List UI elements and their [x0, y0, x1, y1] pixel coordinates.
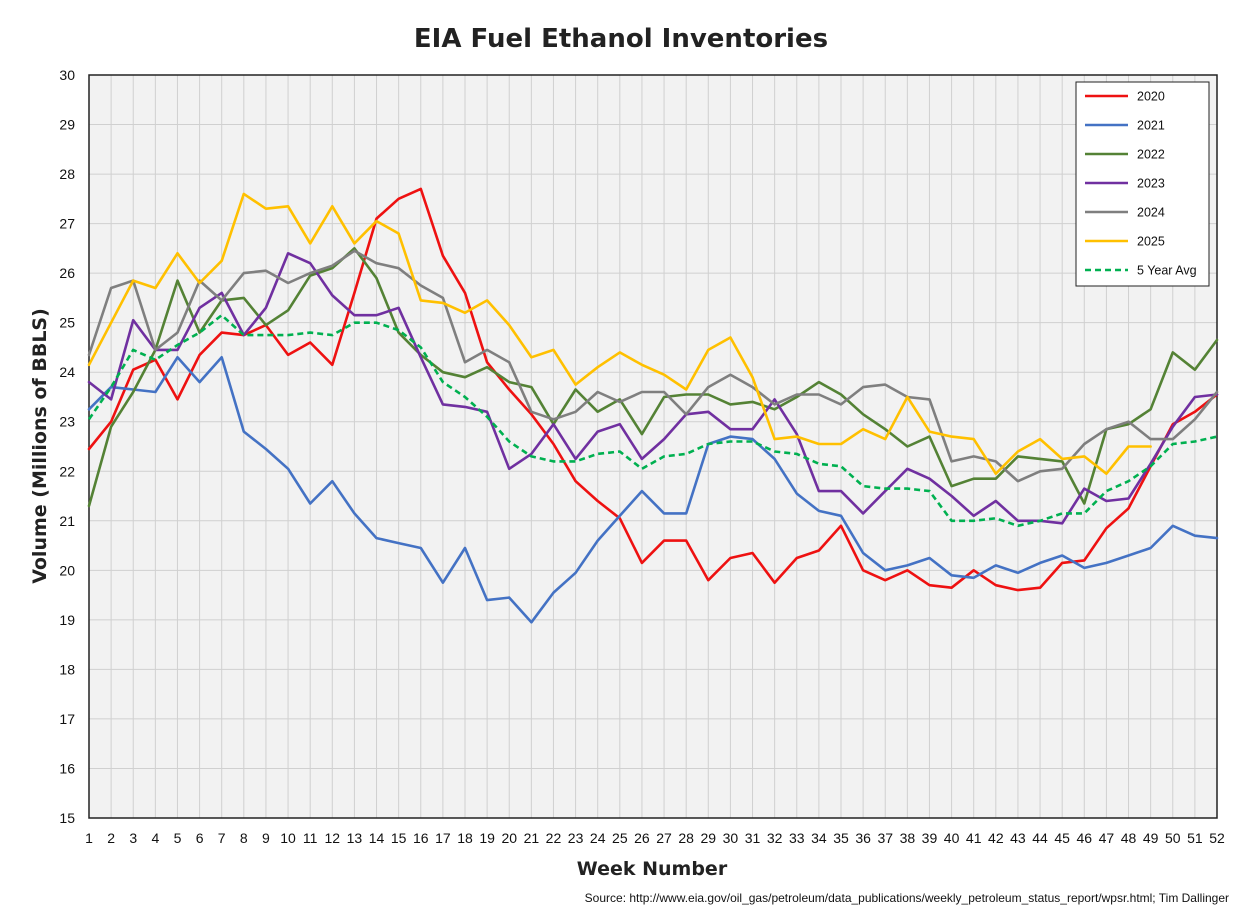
chart-title: EIA Fuel Ethanol Inventories	[414, 24, 828, 54]
x-tick-label: 11	[303, 830, 318, 846]
x-tick-label: 18	[457, 830, 473, 846]
y-tick-label: 28	[59, 166, 75, 182]
x-tick-label: 45	[1054, 830, 1070, 846]
y-tick-label: 18	[59, 661, 75, 677]
x-tick-label: 37	[877, 830, 893, 846]
x-tick-label: 3	[129, 830, 137, 846]
y-tick-label: 30	[59, 67, 75, 83]
x-tick-label: 47	[1099, 830, 1115, 846]
x-tick-label: 23	[568, 830, 584, 846]
x-tick-label: 33	[789, 830, 805, 846]
y-tick-label: 23	[59, 414, 75, 430]
x-tick-label: 35	[833, 830, 849, 846]
x-axis-ticks: 1 2 3 4 5 6 7 8 9 10 11 12 13 14 15 16 17 18 19 20 21 22 23 24 2…	[85, 830, 1225, 846]
series-line-2024	[87, 249, 1219, 483]
x-tick-label: 6	[196, 830, 204, 846]
x-tick-label: 39	[922, 830, 938, 846]
x-tick-label: 8	[240, 830, 248, 846]
x-tick-label: 4	[151, 830, 159, 846]
x-tick-label: 21	[524, 830, 540, 846]
x-tick-label: 19	[479, 830, 495, 846]
x-tick-label: 29	[701, 830, 717, 846]
x-tick-label: 20	[501, 830, 517, 846]
x-tick-label: 44	[1032, 830, 1048, 846]
x-tick-label: 51	[1187, 830, 1203, 846]
x-tick-label: 15	[391, 830, 407, 846]
series-line-2020	[87, 187, 1219, 592]
y-tick-label: 17	[59, 711, 75, 727]
x-tick-label: 46	[1077, 830, 1093, 846]
legend-label: 2025	[1137, 235, 1165, 249]
y-axis-ticks: 15 16 17 18 19 20 21 22 23 24 25 26 27 28 29 30	[59, 67, 75, 826]
x-tick-label: 40	[944, 830, 960, 846]
x-tick-label: 31	[745, 830, 761, 846]
x-tick-label: 1	[85, 830, 93, 846]
x-tick-label: 43	[1010, 830, 1026, 846]
x-tick-label: 2	[107, 830, 115, 846]
y-tick-label: 21	[59, 513, 75, 529]
x-tick-label: 22	[546, 830, 562, 846]
x-tick-label: 9	[262, 830, 270, 846]
x-tick-label: 34	[811, 830, 827, 846]
x-tick-label: 7	[218, 830, 226, 846]
y-tick-label: 15	[59, 810, 75, 826]
legend-label: 2024	[1137, 206, 1165, 220]
x-tick-label: 10	[280, 830, 296, 846]
plot-border	[88, 74, 1218, 819]
x-axis-title: Week Number	[577, 858, 728, 880]
y-tick-label: 19	[59, 612, 75, 628]
x-tick-label: 25	[612, 830, 628, 846]
y-axis-title: Volume (Millions of BBLS)	[29, 308, 51, 584]
y-tick-label: 26	[59, 265, 75, 281]
x-tick-label: 14	[369, 830, 385, 846]
x-tick-label: 32	[767, 830, 783, 846]
series-line-2025	[87, 192, 1152, 475]
y-tick-label: 20	[59, 562, 75, 578]
x-tick-label: 49	[1143, 830, 1159, 846]
x-tick-label: 30	[723, 830, 739, 846]
series-line-2021	[87, 356, 1219, 624]
series-lines	[87, 187, 1219, 624]
x-tick-label: 38	[900, 830, 916, 846]
legend-label: 2020	[1137, 90, 1165, 104]
x-tick-label: 27	[656, 830, 672, 846]
x-tick-label: 24	[590, 830, 606, 846]
legend-label: 2021	[1137, 119, 1165, 133]
x-tick-label: 41	[966, 830, 982, 846]
series-line-5-year-avg	[87, 313, 1218, 528]
y-tick-label: 25	[59, 315, 75, 331]
source-note: Source: http://www.eia.gov/oil_gas/petro…	[585, 891, 1229, 905]
x-tick-label: 50	[1165, 830, 1181, 846]
legend-label: 5 Year Avg	[1137, 264, 1197, 278]
x-tick-label: 28	[678, 830, 694, 846]
x-tick-label: 26	[634, 830, 650, 846]
legend-label: 2022	[1137, 148, 1165, 162]
x-tick-label: 5	[174, 830, 182, 846]
series-line-2023	[87, 252, 1219, 525]
y-tick-label: 16	[59, 760, 75, 776]
y-tick-label: 24	[59, 364, 75, 380]
series-line-2022	[87, 247, 1219, 508]
y-tick-label: 29	[59, 117, 75, 133]
x-tick-label: 12	[325, 830, 341, 846]
y-tick-label: 22	[59, 463, 75, 479]
x-tick-label: 13	[347, 830, 363, 846]
x-tick-label: 52	[1209, 830, 1225, 846]
x-tick-label: 36	[855, 830, 871, 846]
x-tick-label: 17	[435, 830, 451, 846]
legend: 2020 2021 2022 2023 2024 2025 5 Year Avg	[1075, 81, 1210, 287]
x-tick-label: 48	[1121, 830, 1137, 846]
y-tick-label: 27	[59, 216, 75, 232]
x-tick-label: 42	[988, 830, 1004, 846]
legend-label: 2023	[1137, 177, 1165, 191]
x-tick-label: 16	[413, 830, 429, 846]
